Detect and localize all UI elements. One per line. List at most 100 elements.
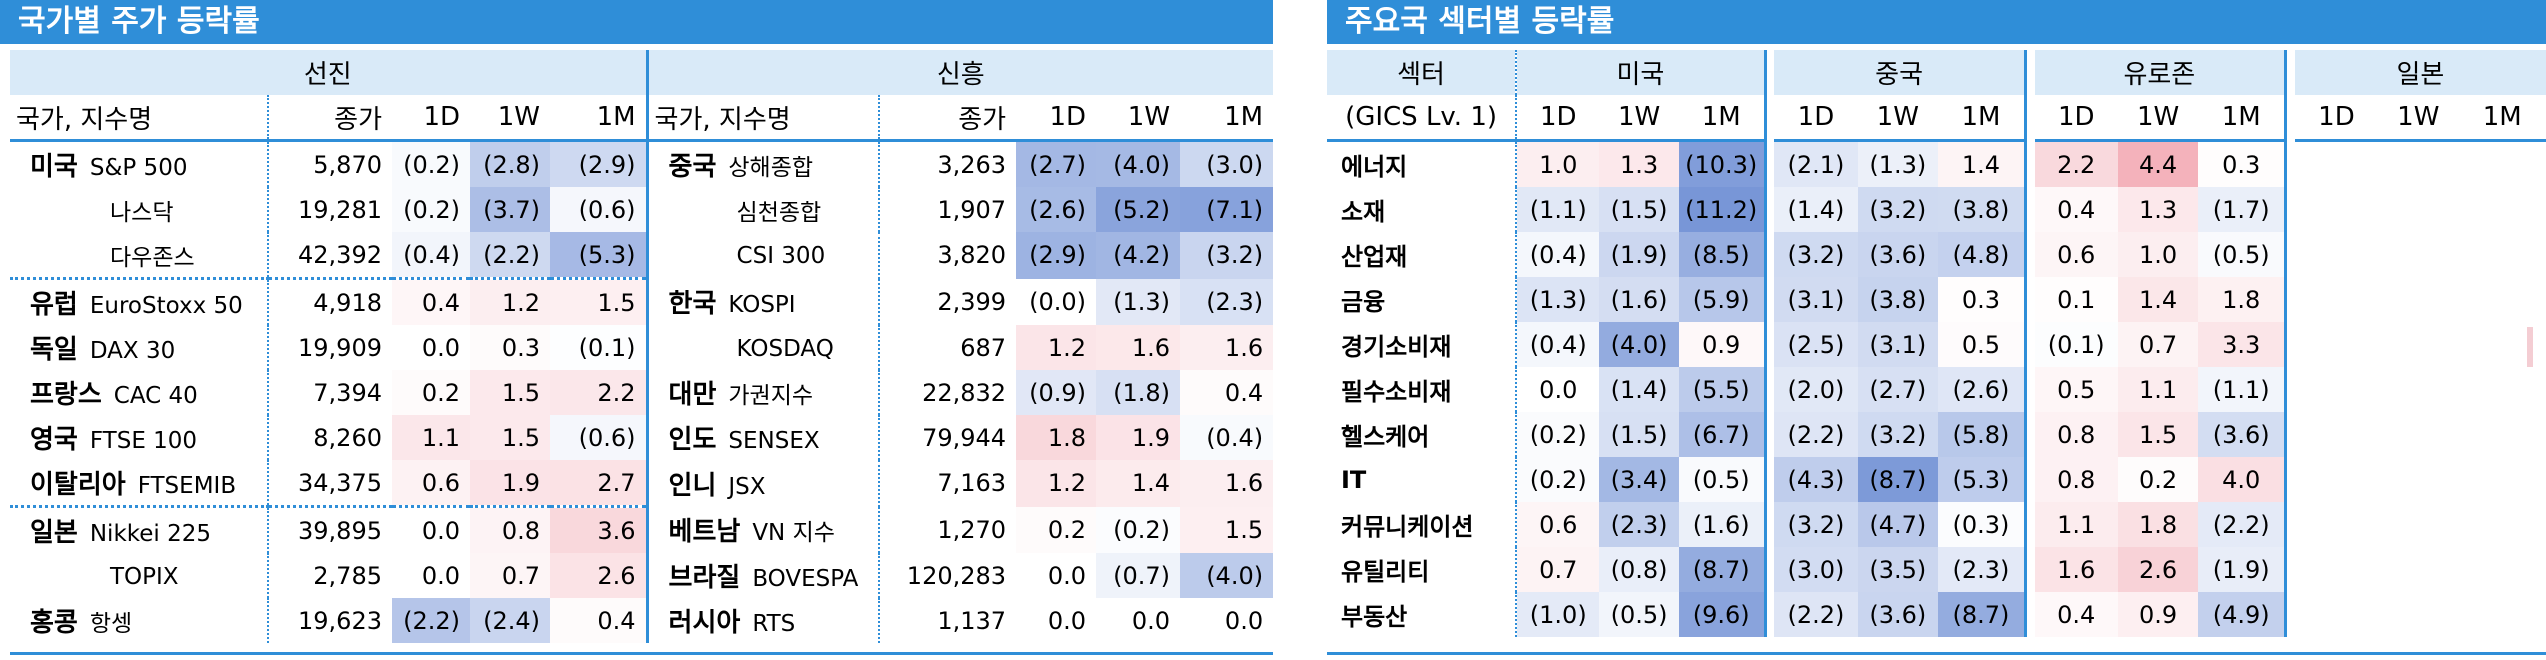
country-name [655, 333, 669, 363]
sector-return-eu: 0.5 [2034, 367, 2118, 412]
country-index-cell: 대만 가권지수 [647, 370, 881, 415]
period-header: 1W [1857, 95, 1938, 142]
close-value: 2,399 [937, 287, 1007, 316]
period-header: 1W [2117, 95, 2199, 142]
sector-return-eu: 1.1 [2034, 502, 2118, 547]
table-row: TOPIX 2,785 0.0 0.7 2.6 브라질 BOVESPA 120,283 0.0 (… [10, 553, 1274, 598]
sector-name: 유틸리티 [1327, 547, 1518, 592]
sector-return-us: 0.6 [1516, 502, 1600, 547]
return-1m: 0.0 [1224, 606, 1264, 635]
sector-return-us: (5.5) [1678, 367, 1766, 412]
region-header-china: 중국 [1774, 50, 2026, 95]
sector-return-eu: (1.1) [2198, 367, 2286, 412]
return-1d: (2.2) [392, 598, 470, 643]
sector-return-eu: 0.8 [2034, 412, 2118, 457]
sector-return-jp [2458, 367, 2546, 412]
col-header-1d: 1D [1016, 95, 1097, 142]
country-name: 중국 [668, 152, 717, 182]
sector-return-eu: 2.2 [2034, 140, 2118, 187]
sector-return-cn: (4.7) [1857, 502, 1938, 547]
return-1w: (2.4) [470, 598, 550, 643]
sector-return-jp [2378, 187, 2458, 232]
col-header-close: 종가 [879, 95, 1017, 142]
sector-return-cn: (3.8) [1857, 277, 1938, 322]
col-header-1w: 1W [470, 95, 550, 142]
table-row: 유틸리티 0.7 (0.8) (8.7) (3.0) (3.5) (2.3) 1.6 2.6 (1… [1327, 547, 2546, 592]
table-row: 금융 (1.3) (1.6) (5.9) (3.1) (3.8) 0.3 0.1 1.4 1.8 [1327, 277, 2546, 322]
country-index-cell: 브라질 BOVESPA [647, 553, 881, 598]
region-gap [2284, 277, 2295, 322]
return-1w: (4.0) [1096, 140, 1181, 187]
period-header: 1W [1599, 95, 1679, 142]
sector-return-jp [2378, 457, 2458, 502]
return-1w: (0.7) [1096, 553, 1181, 598]
sector-return-jp [2295, 232, 2378, 277]
col-header-1m: 1M [1180, 95, 1274, 142]
table-row: 이탈리아 FTSEMIB 34,375 0.6 1.9 2.7 인니 JSX 7,163 1.2 1… [10, 460, 1274, 507]
table-row: 독일 DAX 30 19,909 0.0 0.3 (0.1) KOSDAQ 687 1.2 1.6… [10, 325, 1274, 370]
country-index-cell: 홍콩 항셍 [10, 598, 269, 643]
sector-return-us: (1.4) [1599, 367, 1679, 412]
sector-return-jp [2458, 277, 2546, 322]
sector-return-us: (4.0) [1599, 322, 1679, 367]
sector-return-cn: (2.5) [1774, 322, 1858, 367]
sector-return-us: (9.6) [1678, 592, 1766, 637]
index-name: 가권지수 [728, 383, 814, 409]
return-1m: 3.6 [550, 505, 649, 553]
table-row: 일본 Nikkei 225 39,895 0.0 0.8 3.6 베트남 VN 지수 1,270… [10, 505, 1274, 553]
index-name: CSI 300 [736, 243, 826, 270]
return-1w: 0.8 [470, 505, 550, 553]
index-name: KOSPI [728, 292, 796, 319]
country-index-cell: 중국 상해종합 [647, 140, 881, 187]
sector-return-jp [2458, 592, 2546, 637]
sector-return-cn: (2.0) [1774, 367, 1858, 412]
return-1d: 0.2 [392, 370, 470, 415]
sector-name: 커뮤니케이션 [1327, 502, 1518, 547]
sector-return-us: (3.4) [1599, 457, 1679, 502]
country-index-cell: 인도 SENSEX [647, 415, 881, 460]
return-1m: 2.7 [550, 460, 649, 507]
sector-return-jp [2378, 232, 2458, 277]
region-gap [1763, 592, 1775, 637]
table-row: 다우존스 42,392 (0.4) (2.2) (5.3) CSI 300 3,820 (2.… [10, 232, 1274, 279]
sector-return-jp [2295, 277, 2378, 322]
sector-return-jp [2295, 592, 2378, 637]
country-index-cell: 러시아 RTS [647, 598, 881, 643]
sector-return-us: (1.6) [1678, 502, 1766, 547]
sector-return-cn: (3.2) [1774, 502, 1858, 547]
sector-return-cn: (3.6) [1857, 232, 1938, 277]
sector-return-jp [2458, 232, 2546, 277]
region-gap [2284, 547, 2295, 592]
index-name: TOPIX [110, 563, 179, 590]
return-1w: 1.9 [470, 460, 550, 507]
close-value: 34,375 [298, 468, 382, 497]
table-row: 산업재 (0.4) (1.9) (8.5) (3.2) (3.6) (4.8) 0.6 1.0(… [1327, 232, 2546, 277]
sector-return-cn: (3.5) [1857, 547, 1938, 592]
return-1d: 0.2 [1016, 506, 1097, 553]
sector-return-jp [2378, 412, 2458, 457]
region-gap [2284, 322, 2295, 367]
period-header: 1D [2034, 95, 2118, 142]
sector-return-eu: 1.5 [2117, 412, 2199, 457]
country-returns-title: 국가별 주가 등락률 [0, 0, 1273, 44]
sector-return-cn: (8.7) [1857, 457, 1938, 502]
close-value: 5,870 [313, 150, 382, 179]
sector-return-cn: (1.4) [1774, 187, 1858, 232]
table-row: 미국 S&P 500 5,870 (0.2) (2.8) (2.9) 중국 상해종합 3,263… [10, 140, 1274, 187]
sector-return-us: (0.5) [1599, 592, 1679, 637]
table-row: 프랑스 CAC 40 7,394 0.2 1.5 2.2 대만 가권지수 22,832 (0.9)… [10, 370, 1274, 415]
index-name: EuroStoxx 50 [89, 293, 243, 319]
sector-return-eu: 1.3 [2117, 187, 2199, 232]
period-header: 1D [2294, 95, 2379, 142]
country-name [16, 561, 30, 591]
country-name: 독일 [30, 335, 78, 365]
sector-return-cn: (3.2) [1774, 232, 1858, 277]
sector-return-eu: (1.7) [2198, 187, 2286, 232]
index-name: 상해종합 [728, 155, 814, 181]
sector-return-cn: (3.2) [1857, 187, 1938, 232]
return-1d: 0.0 [1047, 606, 1087, 635]
region-gap [2023, 457, 2035, 502]
sector-name: 헬스케어 [1327, 412, 1518, 457]
return-1w: (0.2) [1096, 506, 1181, 553]
index-name: JSX [728, 473, 766, 500]
